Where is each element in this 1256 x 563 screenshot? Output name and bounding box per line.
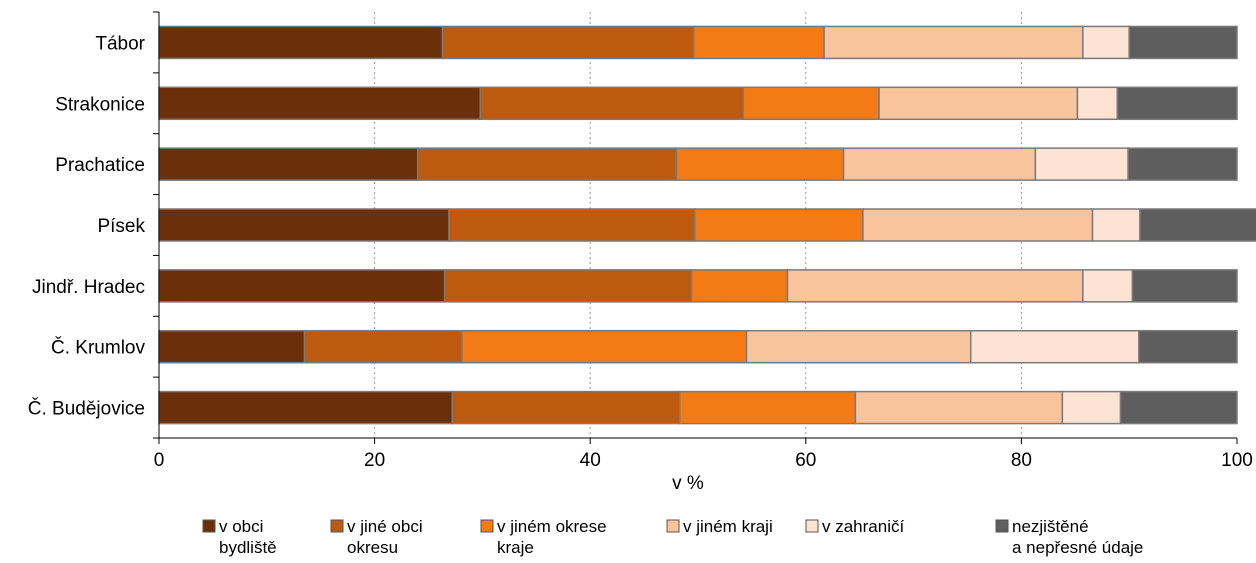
legend: v obci bydliště v jiné obci okresu v jiném o… bbox=[202, 517, 1143, 557]
legend-swatch bbox=[480, 519, 494, 533]
legend-label: v jiném okrese bbox=[497, 517, 607, 536]
legend-item: v jiném okrese kraje bbox=[480, 517, 607, 557]
category-labels: Tábor Strakonice Prachatice Písek Jindř. Hra… bbox=[28, 33, 146, 419]
x-axis-label: v % bbox=[672, 473, 704, 494]
bar-segment bbox=[1076, 86, 1119, 121]
bar-segment bbox=[694, 208, 864, 242]
legend-swatch bbox=[330, 519, 344, 533]
bar-segment bbox=[303, 329, 463, 364]
legend-item: v obci bydliště bbox=[202, 517, 277, 557]
legend-swatch bbox=[666, 519, 680, 533]
legend-item: v jiném kraji bbox=[666, 517, 773, 536]
bar-segment bbox=[842, 147, 1037, 181]
bar-segment bbox=[158, 25, 444, 60]
legend-label: kraje bbox=[497, 538, 534, 557]
legend-label: v jiné obci bbox=[347, 517, 423, 536]
legend-swatch bbox=[995, 519, 1009, 533]
bar-segment bbox=[969, 329, 1140, 364]
legend-item: nezjištěné a nepřesné údaje bbox=[995, 517, 1143, 557]
bar-segment bbox=[1091, 208, 1141, 242]
bar-segment bbox=[1061, 390, 1122, 425]
x-tick-label: 0 bbox=[154, 450, 165, 471]
bar-segment bbox=[854, 390, 1064, 425]
bar-segment bbox=[862, 208, 1094, 242]
x-tick-label: 100 bbox=[1221, 450, 1253, 471]
x-tick-labels: 0 20 40 60 80 100 bbox=[154, 450, 1253, 471]
x-tick-label: 20 bbox=[364, 450, 385, 471]
bar-segment bbox=[1082, 25, 1130, 60]
bar-segment bbox=[745, 329, 972, 364]
bar-segment bbox=[451, 390, 681, 425]
bar-segment bbox=[742, 86, 880, 121]
x-tick-label: 60 bbox=[795, 450, 816, 471]
bar-segment bbox=[1138, 329, 1238, 364]
bar-segment bbox=[158, 147, 419, 181]
bars bbox=[158, 25, 1256, 425]
bar-segment bbox=[1034, 147, 1129, 181]
bar-segment bbox=[448, 208, 696, 242]
bar-segment bbox=[158, 269, 446, 303]
legend-label: v jiném kraji bbox=[683, 517, 773, 536]
category-label: Č. Budějovice bbox=[28, 398, 145, 420]
gridlines bbox=[374, 12, 1022, 438]
bar-segment bbox=[1082, 269, 1134, 303]
legend-swatch bbox=[202, 519, 216, 533]
axes bbox=[153, 11, 1238, 444]
bar-segment bbox=[786, 269, 1084, 303]
legend-item: v jiné obci okresu bbox=[330, 517, 423, 557]
bar-segment bbox=[692, 25, 825, 60]
bar-segment bbox=[823, 25, 1084, 60]
category-label: Jindř. Hradec bbox=[32, 277, 145, 298]
bar-segment bbox=[443, 269, 693, 303]
bar-segment bbox=[1116, 86, 1238, 121]
bar-segment bbox=[158, 208, 450, 242]
bar-segment bbox=[158, 390, 453, 425]
legend-label: okresu bbox=[347, 538, 398, 557]
bar-segment bbox=[878, 86, 1079, 121]
legend-label: v zahraničí bbox=[822, 517, 904, 536]
bar-segment bbox=[675, 147, 845, 181]
bar-segment bbox=[690, 269, 789, 303]
bar-segment bbox=[1131, 269, 1238, 303]
bar-segment bbox=[1127, 147, 1238, 181]
bar-segment bbox=[461, 329, 748, 364]
bar-segment bbox=[158, 86, 481, 121]
category-label: Tábor bbox=[95, 33, 145, 54]
legend-label: bydliště bbox=[219, 538, 277, 557]
legend-label: a nepřesné údaje bbox=[1012, 538, 1143, 557]
category-label: Prachatice bbox=[55, 155, 145, 176]
bar-segment bbox=[1128, 25, 1238, 60]
bar-segment bbox=[479, 86, 745, 121]
legend-label: v obci bbox=[219, 517, 263, 536]
bar-segment bbox=[1139, 208, 1256, 242]
bar-segment bbox=[158, 329, 306, 364]
legend-label: nezjištěné bbox=[1012, 517, 1089, 536]
legend-item: v zahraničí bbox=[805, 517, 904, 536]
bar-segment bbox=[416, 147, 678, 181]
x-tick-label: 80 bbox=[1011, 450, 1032, 471]
bar-segment bbox=[678, 390, 857, 425]
category-label: Č. Krumlov bbox=[51, 337, 145, 359]
bar-segment bbox=[441, 25, 695, 60]
x-tick-label: 40 bbox=[580, 450, 601, 471]
legend-swatch bbox=[805, 519, 819, 533]
bar-segment bbox=[1119, 390, 1238, 425]
category-label: Písek bbox=[97, 216, 145, 237]
category-label: Strakonice bbox=[55, 94, 145, 115]
